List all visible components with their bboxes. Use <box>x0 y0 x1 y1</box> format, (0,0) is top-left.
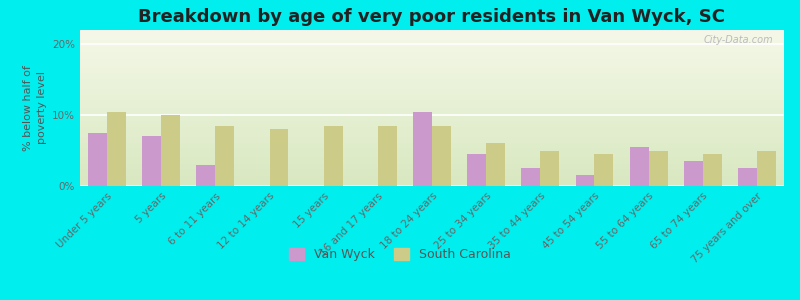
Bar <box>702 154 722 186</box>
Bar <box>197 165 215 186</box>
Bar <box>540 151 559 186</box>
Bar <box>738 168 757 186</box>
Bar <box>486 143 505 186</box>
Bar <box>649 151 667 186</box>
Bar <box>684 161 702 186</box>
Title: Breakdown by age of very poor residents in Van Wyck, SC: Breakdown by age of very poor residents … <box>138 8 726 26</box>
Bar <box>142 136 162 186</box>
Bar <box>522 168 540 186</box>
Bar <box>324 126 342 186</box>
Text: City-Data.com: City-Data.com <box>704 35 774 45</box>
Bar <box>215 126 234 186</box>
Y-axis label: % below half of
poverty level: % below half of poverty level <box>23 65 46 151</box>
Bar <box>270 129 289 186</box>
Bar <box>413 112 432 186</box>
Bar <box>575 176 594 186</box>
Bar <box>630 147 649 186</box>
Bar <box>162 115 180 186</box>
Bar <box>432 126 451 186</box>
Bar <box>378 126 397 186</box>
Bar <box>757 151 776 186</box>
Bar <box>88 133 107 186</box>
Bar <box>594 154 614 186</box>
Bar <box>107 112 126 186</box>
Bar <box>467 154 486 186</box>
Legend: Van Wyck, South Carolina: Van Wyck, South Carolina <box>284 243 516 266</box>
